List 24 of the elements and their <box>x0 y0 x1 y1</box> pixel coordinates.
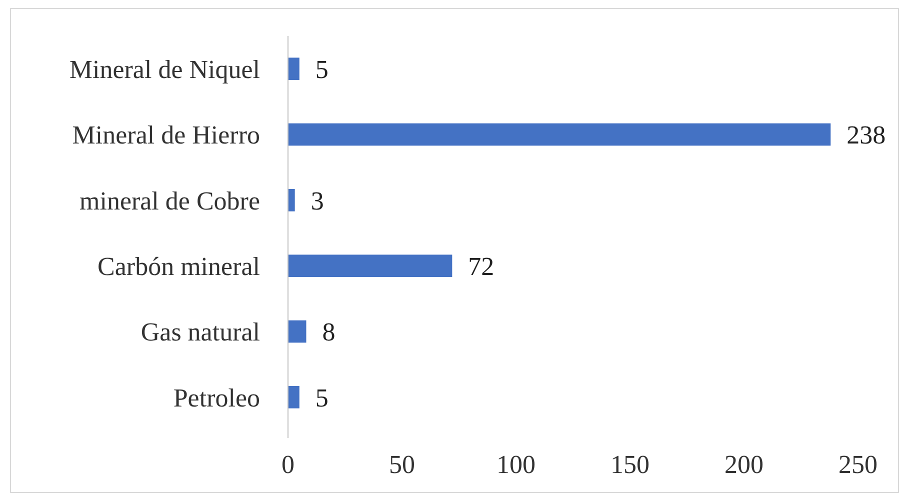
bar <box>288 254 452 277</box>
x-tick-label: 0 <box>282 450 294 480</box>
y-tick-label: Mineral de Niquel <box>69 54 260 84</box>
data-label: 5 <box>315 54 328 84</box>
data-label: 72 <box>468 252 494 281</box>
bar <box>288 386 300 408</box>
data-label: 238 <box>846 120 886 150</box>
bar <box>288 58 300 80</box>
x-tick-label: 150 <box>610 450 650 480</box>
x-tick-label: 250 <box>838 450 878 480</box>
bar <box>288 320 306 343</box>
data-label: 3 <box>310 186 324 216</box>
data-label: 5 <box>315 383 328 412</box>
x-tick-label: 200 <box>724 450 764 480</box>
x-tick-label: 50 <box>389 450 415 480</box>
bar <box>288 189 295 212</box>
bar <box>288 123 831 146</box>
y-tick-label: Carbón mineral <box>98 252 260 281</box>
y-tick-label: mineral de Cobre <box>80 186 260 216</box>
y-tick-label: Gas natural <box>140 318 260 347</box>
y-tick-label: Mineral de Hierro <box>72 120 260 150</box>
data-label: 8 <box>322 318 336 347</box>
x-tick-label: 100 <box>496 450 536 480</box>
y-tick-label: Petroleo <box>173 383 260 412</box>
